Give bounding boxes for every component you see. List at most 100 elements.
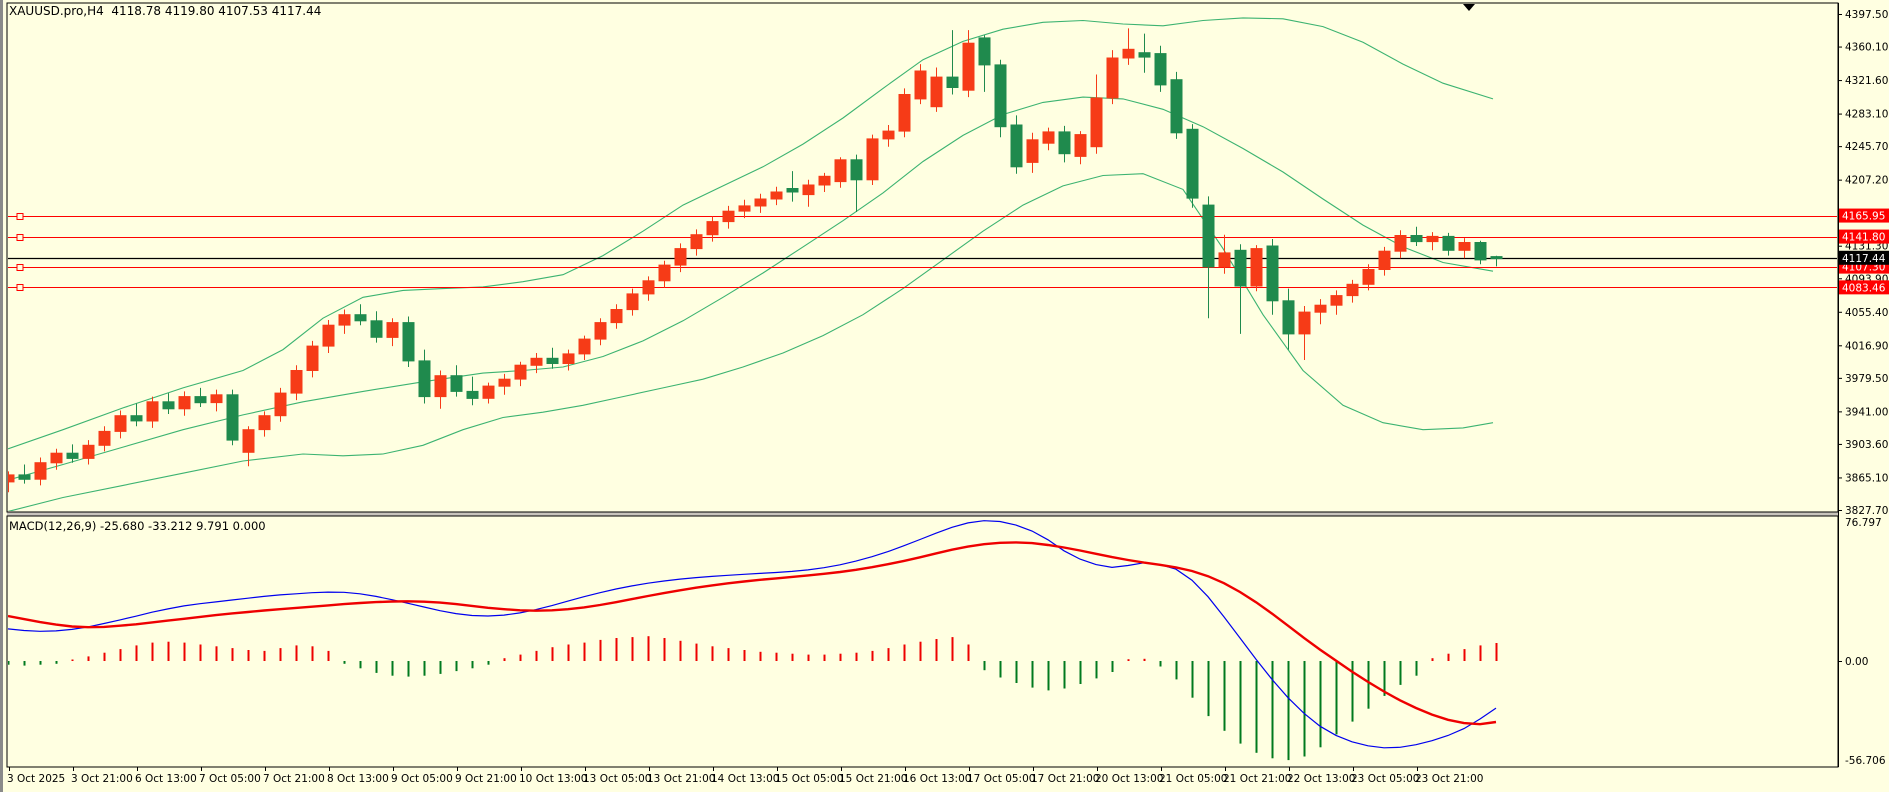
price-axis-tick-label: 4131.30 [1845,241,1888,253]
chart-shift-marker-icon[interactable] [1463,4,1475,11]
candle-body-bear [418,360,431,398]
candle-body-bull [514,364,527,380]
candle-body-bull [1218,252,1231,268]
price-axis-tick-label: 4055.40 [1845,307,1888,319]
candle-body-bear [194,396,207,404]
candle-body-bull [1394,235,1407,252]
time-axis-label: 23 Oct 05:00 [1351,773,1419,785]
macd-line [8,520,1497,749]
time-axis-label: 13 Oct 05:00 [583,773,651,785]
candle-body-bear [1410,235,1423,243]
main-chart-area[interactable] [3,17,1851,512]
candle-body-bull [1090,97,1103,148]
hline-price-tag-bg [1839,208,1889,223]
candle-body-bull [818,175,831,186]
price-axis-tick-label: 4245.70 [1845,141,1888,153]
symbol-ohlc-header: XAUUSD.pro,H4 4118.78 4119.80 4107.53 41… [9,4,322,18]
hline-handle[interactable] [16,284,24,291]
candle-body-bull [34,462,47,480]
time-axis-label: 3 Oct 21:00 [71,773,133,785]
candle-body-bull [8,474,15,483]
candle-body-bear [18,474,31,480]
candle-body-bull [434,375,447,398]
time-axis-label: 21 Oct 05:00 [1159,773,1227,785]
panel-splitter[interactable] [7,512,1838,516]
hline-price-tag: 4165.95 [1842,211,1885,223]
candle-body-bull [562,353,575,364]
candle-body-bull [866,138,879,181]
time-axis-label: 14 Oct 13:00 [711,773,779,785]
macd-signal-line [8,541,1497,726]
candle-body-bear [450,375,463,392]
hline-handle[interactable] [16,213,24,220]
candle-body-bull [1314,304,1327,313]
time-axis-label: 15 Oct 21:00 [839,773,907,785]
candle-body-bull [338,314,351,326]
candle-body-bull [962,42,975,91]
candle-body-bull [274,392,287,417]
time-axis-label: 21 Oct 21:00 [1223,773,1291,785]
candle-body-bear [1010,124,1023,168]
candle-body-bull [1346,283,1359,297]
candle-body-bull [290,370,303,394]
time-axis-label: 6 Oct 13:00 [135,773,197,785]
candle-body-bear [1154,53,1167,86]
candle-body-bull [178,396,191,410]
candle-body-bull [914,70,927,100]
hline-price-tag-bg [1839,280,1889,295]
candle-body-bull [306,345,319,372]
candle-body-bear [946,76,959,88]
candle-body-bull [1122,48,1135,59]
hline-price-tag: 4141.80 [1842,232,1885,244]
bollinger-middle-band-line [8,96,1494,481]
candle-body-bull [146,401,159,422]
candle-body-bull [1378,250,1391,270]
price-axis-tick-label: 4397.50 [1845,9,1888,21]
bollinger-lower-band-line [8,173,1494,511]
candle-body-bear [850,159,863,181]
candle-body-bear [1138,52,1151,58]
time-axis-label: 7 Oct 21:00 [263,773,325,785]
candle-body-bull [770,191,783,200]
price-axis-tick-label: 3865.10 [1845,472,1888,484]
candle-body-bull [482,385,495,399]
candle-body-bull [82,444,95,459]
candle-body-bull [1250,248,1263,287]
candle-body-bull [610,309,623,324]
macd-scale-zero-label: 0.00 [1845,656,1868,668]
candle-body-bull [706,221,719,236]
chart-canvas[interactable]: 4397.50 4360.10 4321.60 4283.10 4245.70 4207.… [3,0,1889,792]
price-axis-tick-label: 3827.70 [1845,505,1888,517]
candle-body-bear [354,314,367,322]
candle-body-bull [674,248,687,266]
macd-indicator-area[interactable] [8,520,1498,761]
macd-indicator-label: MACD(12,26,9) -25.680 -33.212 9.791 0.00… [9,519,266,533]
candle-body-bull [1042,131,1055,144]
price-axis-tick-label: 3979.50 [1845,373,1888,385]
candle-body-bull [930,76,943,108]
candle-body-bear [370,320,383,338]
candle-body-bear [466,390,479,399]
hline-handle[interactable] [16,234,24,241]
candle-body-bull [594,322,607,340]
candle-body-bull [1458,242,1471,251]
time-axis-label: 15 Oct 05:00 [775,773,843,785]
candle-body-bull [834,159,847,183]
time-axis-label: 8 Oct 13:00 [327,773,389,785]
candle-body-bull [898,94,911,132]
candle-body-bull [210,394,223,404]
candle-body-bear [1266,245,1279,302]
candle-body-bull [50,452,63,464]
price-axis-tick-label: 3941.00 [1845,406,1888,418]
candle-body-bear [1442,235,1455,251]
candle-body-bull [322,324,335,347]
time-axis-label: 22 Oct 13:00 [1287,773,1355,785]
hline-handle[interactable] [16,264,24,271]
macd-scale-max-label: 76.797 [1845,517,1882,529]
candle-body-bear [1234,249,1247,287]
time-axis-label: 17 Oct 05:00 [967,773,1035,785]
candle-body-bull [802,184,815,196]
hline-price-tag: 4083.46 [1842,282,1886,294]
candle-body-bull [690,234,703,250]
candle-body-bull [1426,235,1439,243]
